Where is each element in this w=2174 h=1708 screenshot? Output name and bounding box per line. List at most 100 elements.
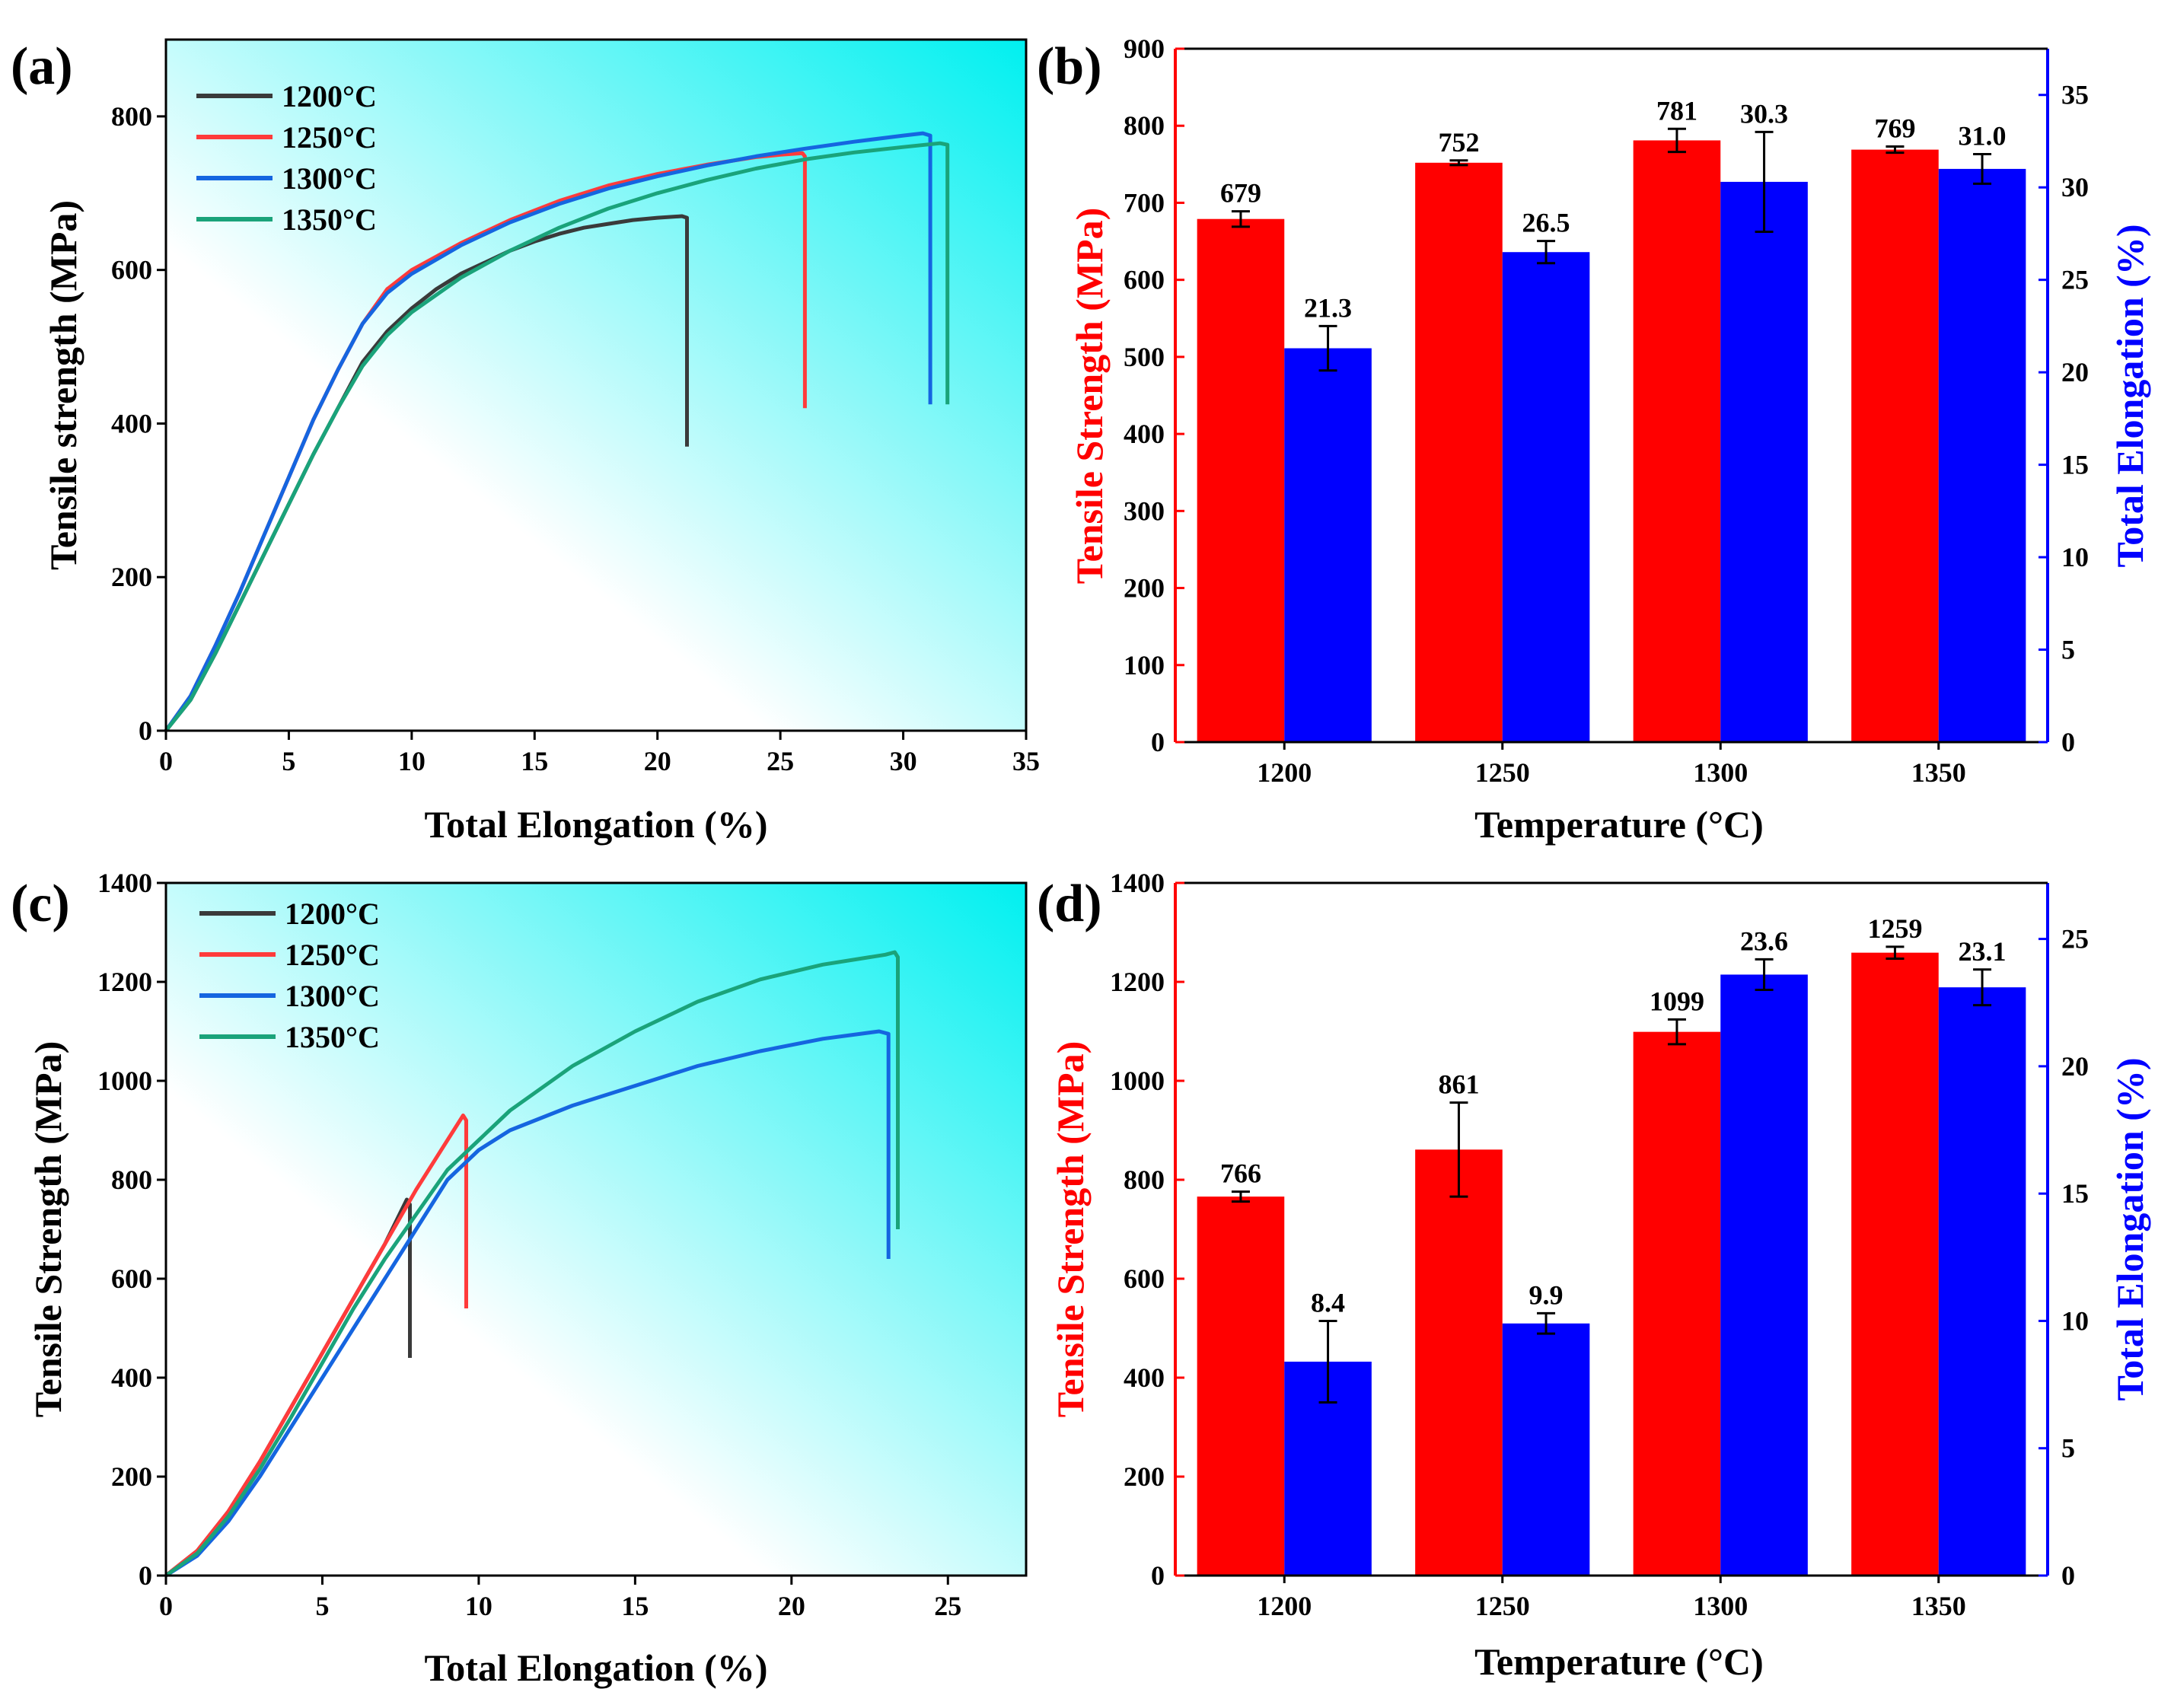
panel-d-bars: 766 8.4 861 9.9 1099 23.6 1259 23.1 — [1197, 913, 2026, 1576]
panel-c-xtick-label: 10 — [465, 1591, 492, 1621]
panel-b-axes: 1200 1250 1300 1350010020030040050060070080… — [1124, 33, 2089, 788]
panel-b-value-strength-1300: 781 — [1656, 95, 1697, 126]
panel-b-xtick-label: 1350 — [1911, 757, 1966, 788]
panel-d-ytick-label: 400 — [1124, 1362, 1165, 1393]
panel-b-y2label: Total Elongation (%) — [2109, 224, 2151, 567]
panel-b-value-elongation-1250: 26.5 — [1522, 208, 1570, 238]
panel-d: 766 8.4 861 9.9 1099 23.6 1259 23.1 1200 1250 130… — [1037, 868, 2151, 1683]
panel-d-bar-strength-1200 — [1197, 1197, 1285, 1576]
panel-b-y2tick-label: 10 — [2061, 542, 2089, 572]
panel-d-y2tick-label: 10 — [2061, 1305, 2089, 1336]
panel-c-axes: 0 5 10 15 20 25 0 200 400 600 800 1000 1200 1400 — [97, 868, 1028, 1621]
panel-c: 0 5 10 15 20 25 0 200 400 600 800 1000 1200 1400 1200… — [11, 868, 1028, 1689]
panel-a: 0 5 10 15 20 25 30 35 0 200 400 600 800 1200°C 1250°C… — [11, 37, 1040, 846]
panel-b-y2tick-label: 0 — [2061, 727, 2075, 757]
panel-b-xlabel: Temperature (°C) — [1474, 803, 1764, 846]
panel-a-curve-1350-c — [164, 141, 950, 732]
panel-a-ytick-label: 600 — [111, 255, 152, 285]
panel-b-ylabel: Tensile Strength (MPa) — [1068, 208, 1111, 584]
panel-d-errorbar-elongation-1350 — [1973, 968, 1992, 1007]
panel-d-value-strength-1350: 1259 — [1867, 913, 1922, 944]
panel-d-xtick-label: 1250 — [1475, 1591, 1530, 1621]
panel-c-xtick-label: 5 — [315, 1591, 329, 1621]
panel-b-xtick-label: 1250 — [1475, 757, 1530, 788]
panel-c-frame — [164, 881, 1028, 1577]
panel-b-bar-strength-1350 — [1851, 149, 1939, 743]
panel-a-frame — [164, 38, 1028, 732]
panel-c-legend-label-1250-c: 1250°C — [285, 938, 380, 972]
panel-b-y2tick-label: 35 — [2061, 80, 2089, 110]
panel-b-value-strength-1350: 769 — [1874, 113, 1915, 144]
panel-d-xtick-label: 1300 — [1693, 1591, 1748, 1621]
panel-a-legend-label-1300-c: 1300°C — [282, 161, 377, 196]
panel-d-xtick-label: 1200 — [1257, 1591, 1312, 1621]
panel-b-errorbar-elongation-1200 — [1318, 324, 1337, 372]
panel-c-ytick-label: 600 — [111, 1263, 152, 1294]
panel-a-xtick-label: 25 — [767, 746, 794, 776]
panel-b-ytick-label: 400 — [1124, 419, 1165, 449]
panel-a-plot-bg — [166, 40, 1026, 731]
panel-b-xtick-label: 1300 — [1693, 757, 1748, 788]
panel-d-errorbar-elongation-1250 — [1537, 1311, 1556, 1335]
panel-a-legend-label-1200-c: 1200°C — [282, 79, 377, 113]
panel-c-curve-1250-c — [164, 1114, 468, 1577]
panel-d-bar-elongation-1350 — [1938, 987, 2026, 1576]
panel-b-errorbar-elongation-1350 — [1973, 152, 1992, 185]
panel-a-series — [164, 131, 950, 732]
panel-b-bar-elongation-1200 — [1284, 348, 1372, 742]
panel-a-legend-label-1250-c: 1250°C — [282, 120, 377, 155]
panel-b-value-elongation-1300: 30.3 — [1740, 98, 1788, 129]
panel-d-y2tick-label: 5 — [2061, 1433, 2075, 1464]
panel-b-ytick-label: 500 — [1124, 342, 1165, 372]
panel-c-ytick-label: 400 — [111, 1362, 152, 1393]
panel-b-ytick-label: 300 — [1124, 496, 1165, 526]
panel-c-curve-1350-c — [164, 950, 900, 1578]
panel-b-ytick-label: 100 — [1124, 650, 1165, 680]
panel-d-axes: 1200 1250 1300 1350020040060080010001200140… — [1110, 868, 2089, 1621]
panel-d-y2tick-label: 0 — [2061, 1560, 2075, 1591]
panel-d-xlabel: Temperature (°C) — [1474, 1640, 1764, 1683]
panel-b-bar-elongation-1350 — [1938, 168, 2026, 742]
panel-a-xtick-label: 35 — [1012, 746, 1040, 776]
panel-d-value-elongation-1250: 9.9 — [1529, 1279, 1564, 1310]
panel-c-ytick-label: 1200 — [97, 967, 152, 997]
panel-a-legend-label-1350-c: 1350°C — [282, 202, 377, 237]
panel-b-bar-strength-1300 — [1633, 140, 1721, 742]
panel-b-ytick-label: 700 — [1124, 187, 1165, 218]
panel-d-value-strength-1200: 766 — [1220, 1158, 1261, 1189]
panel-b-y2tick-label: 5 — [2061, 635, 2075, 665]
panel-d-label: (d) — [1037, 875, 1102, 933]
panel-d-bar-strength-1300 — [1633, 1031, 1721, 1576]
panel-c-legend-label-1300-c: 1300°C — [285, 979, 380, 1013]
panel-b-bar-elongation-1300 — [1720, 181, 1808, 743]
panel-b: 679 21.3 752 26.5 781 30.3 769 31.0 1200 1250 130… — [1037, 33, 2151, 846]
panel-d-ytick-label: 600 — [1124, 1263, 1165, 1294]
panel-c-xtick-label: 0 — [159, 1591, 173, 1621]
panel-b-y2tick-label: 30 — [2061, 172, 2089, 202]
panel-d-errorbar-strength-1250 — [1449, 1101, 1468, 1198]
panel-b-bar-strength-1200 — [1197, 218, 1285, 742]
panel-d-ylabel: Tensile Strength (MPa) — [1049, 1041, 1092, 1417]
panel-a-xtick-label: 15 — [521, 746, 548, 776]
panel-c-ytick-label: 1400 — [97, 868, 152, 898]
panel-a-ytick-label: 800 — [111, 101, 152, 132]
panel-a-xtick-label: 0 — [159, 746, 173, 776]
panel-c-xtick-label: 25 — [934, 1591, 961, 1621]
panel-b-y2tick-label: 20 — [2061, 357, 2089, 387]
panel-b-value-elongation-1200: 21.3 — [1304, 292, 1352, 323]
panel-c-xtick-label: 15 — [621, 1591, 649, 1621]
panel-d-value-strength-1300: 1099 — [1650, 986, 1704, 1016]
panel-b-bars: 679 21.3 752 26.5 781 30.3 769 31.0 — [1197, 95, 2026, 743]
panel-a-xtick-label: 10 — [398, 746, 426, 776]
panel-b-value-strength-1200: 679 — [1220, 178, 1261, 209]
panel-c-ytick-label: 200 — [111, 1461, 152, 1492]
panel-d-value-elongation-1300: 23.6 — [1740, 926, 1788, 956]
panel-d-value-elongation-1200: 8.4 — [1311, 1287, 1345, 1318]
panel-a-xtick-label: 30 — [890, 746, 917, 776]
panel-c-plot-bg — [166, 883, 1026, 1576]
panel-c-ytick-label: 800 — [111, 1165, 152, 1195]
panel-a-ytick-label: 0 — [139, 715, 152, 746]
panel-c-legend-label-1200-c: 1200°C — [285, 897, 380, 931]
panel-c-xlabel: Total Elongation (%) — [424, 1646, 767, 1689]
